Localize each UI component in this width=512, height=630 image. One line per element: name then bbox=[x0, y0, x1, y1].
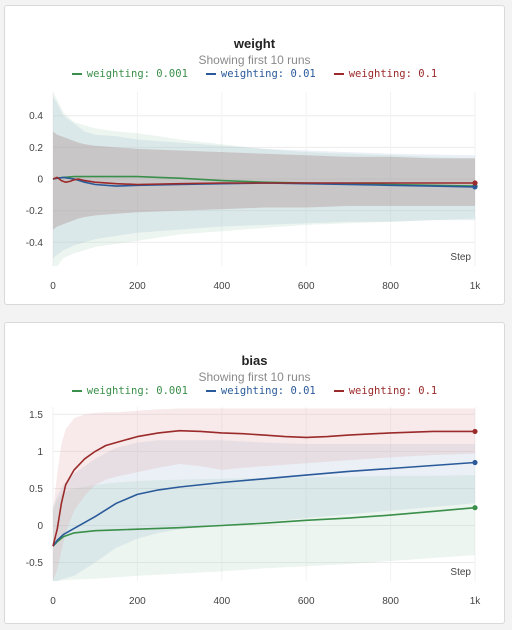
legend-label: weighting: 0.001 bbox=[86, 385, 188, 397]
y-tick-label: 1.5 bbox=[29, 410, 43, 421]
series-end-point bbox=[472, 505, 478, 511]
series-end-point bbox=[472, 184, 478, 190]
grid bbox=[52, 92, 476, 266]
series-band bbox=[53, 96, 475, 259]
chart-title: weight bbox=[233, 36, 276, 51]
overlap-band bbox=[53, 131, 475, 230]
series-line bbox=[52, 461, 476, 547]
x-tick-label: 400 bbox=[213, 281, 230, 292]
x-tick-label: 800 bbox=[382, 596, 399, 607]
series-end-point bbox=[472, 459, 478, 466]
series-band bbox=[53, 440, 475, 581]
y-tick-label: 0.4 bbox=[29, 111, 43, 122]
series-band bbox=[53, 131, 475, 230]
legend-label: weighting: 0.1 bbox=[348, 68, 438, 80]
chart-subtitle: Showing first 10 runs bbox=[198, 53, 311, 67]
chart-legend: weighting: 0.001 weighting: 0.01 weighti… bbox=[5, 385, 504, 397]
series-band bbox=[53, 475, 475, 581]
series-end-point bbox=[472, 180, 478, 186]
x-tick-label: 400 bbox=[213, 596, 230, 607]
series-band bbox=[53, 408, 475, 581]
series-line bbox=[52, 429, 475, 547]
series-end-point bbox=[472, 428, 478, 435]
legend-item-weighting-01[interactable]: weighting: 0.1 bbox=[333, 68, 438, 80]
legend-label: weighting: 0.001 bbox=[86, 68, 188, 80]
x-tick-label: 0 bbox=[50, 596, 56, 607]
x-tick-label: 600 bbox=[298, 281, 315, 292]
weight-chart-panel: weight Showing first 10 runs weighting: … bbox=[4, 5, 505, 305]
x-tick-label: 1k bbox=[470, 281, 482, 292]
y-tick-label: 0 bbox=[37, 175, 43, 186]
chart-legend: weighting: 0.001 weighting: 0.01 weighti… bbox=[5, 68, 504, 80]
chart-subtitle: Showing first 10 runs bbox=[198, 370, 311, 384]
legend-swatch bbox=[71, 390, 82, 392]
legend-item-weighting-0001[interactable]: weighting: 0.001 bbox=[71, 385, 188, 397]
legend-swatch bbox=[333, 390, 344, 392]
x-axis-label: Step bbox=[450, 252, 471, 263]
x-tick-label: 200 bbox=[129, 596, 146, 607]
confidence-bands bbox=[53, 408, 475, 581]
y-tick-label: -0.2 bbox=[26, 206, 44, 217]
x-axis-label: Step bbox=[450, 567, 471, 578]
legend-swatch bbox=[333, 73, 344, 75]
legend-item-weighting-0001[interactable]: weighting: 0.001 bbox=[71, 68, 188, 80]
x-tick-label: 1k bbox=[470, 596, 482, 607]
bias-plot[interactable]: 1.5 1 0.5 0 -0.5 0 200 400 600 800 1k Step bbox=[5, 323, 506, 625]
series-line bbox=[52, 176, 475, 186]
legend-item-weighting-01[interactable]: weighting: 0.1 bbox=[333, 385, 438, 397]
legend-swatch bbox=[205, 73, 216, 75]
series-line bbox=[52, 506, 476, 547]
legend-label: weighting: 0.01 bbox=[220, 385, 316, 397]
legend-label: weighting: 0.01 bbox=[220, 68, 316, 80]
x-tick-label: 200 bbox=[129, 281, 146, 292]
y-tick-label: 1 bbox=[37, 447, 43, 458]
x-tick-label: 600 bbox=[298, 596, 315, 607]
legend-label: weighting: 0.1 bbox=[348, 385, 438, 397]
weight-plot[interactable]: 0.4 0.2 0 -0.2 -0.4 0 200 400 600 800 1k Step bbox=[5, 6, 506, 306]
x-tick-label: 800 bbox=[382, 281, 399, 292]
y-tick-label: -0.4 bbox=[26, 238, 44, 249]
series-band bbox=[53, 92, 475, 266]
legend-item-weighting-001[interactable]: weighting: 0.01 bbox=[205, 385, 316, 397]
y-tick-label: 0.5 bbox=[29, 484, 43, 495]
y-tick-label: -0.5 bbox=[26, 558, 44, 569]
legend-swatch bbox=[71, 73, 82, 75]
y-tick-label: 0 bbox=[37, 521, 43, 532]
bias-chart-panel: bias Showing first 10 runs weighting: 0.… bbox=[4, 322, 505, 624]
chart-title: bias bbox=[241, 353, 268, 368]
confidence-bands bbox=[53, 92, 475, 266]
x-tick-label: 0 bbox=[50, 281, 56, 292]
y-tick-label: 0.2 bbox=[29, 143, 43, 154]
legend-item-weighting-001[interactable]: weighting: 0.01 bbox=[205, 68, 316, 80]
legend-swatch bbox=[205, 390, 216, 392]
